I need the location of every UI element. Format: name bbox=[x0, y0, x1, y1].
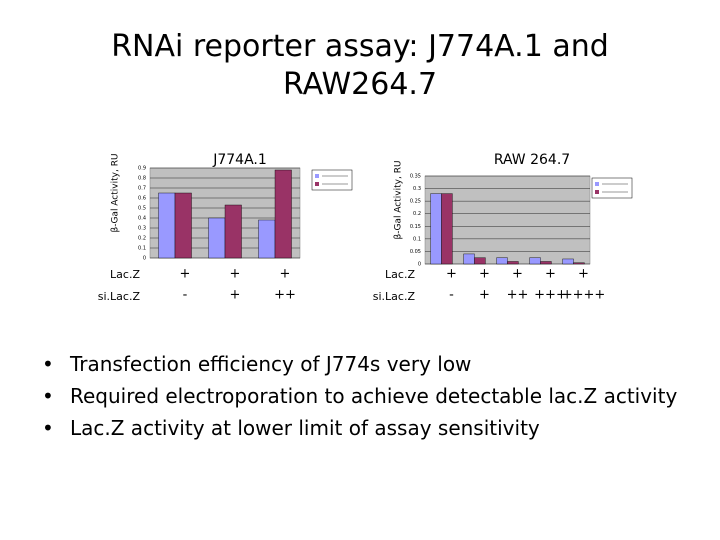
y-tick-label: 0.8 bbox=[138, 176, 146, 182]
row-label: si.Lac.Z bbox=[98, 290, 141, 303]
legend-swatch bbox=[595, 182, 599, 186]
y-tick-label: 0 bbox=[143, 256, 146, 262]
y-tick-label: 0.5 bbox=[138, 206, 146, 212]
lacz-sign: + bbox=[230, 267, 241, 282]
bar bbox=[258, 219, 276, 259]
bar bbox=[573, 262, 585, 265]
y-tick-label: 0.9 bbox=[138, 166, 146, 172]
lacz-sign: + bbox=[446, 267, 457, 282]
y-tick-label: 0.7 bbox=[138, 186, 146, 192]
bullet: Transfection efficiency of J774s very lo… bbox=[28, 348, 688, 380]
y-tick-label: 0.4 bbox=[138, 216, 146, 222]
bar bbox=[463, 253, 475, 265]
silacz-sign: ++++ bbox=[562, 288, 606, 303]
lacz-sign: + bbox=[545, 267, 556, 282]
legend-swatch bbox=[315, 174, 319, 178]
y-tick-label: 0.2 bbox=[138, 236, 146, 242]
lacz-sign: + bbox=[578, 267, 589, 282]
silacz-sign: - bbox=[449, 288, 454, 303]
bar bbox=[224, 204, 242, 259]
row-label: si.Lac.Z bbox=[373, 290, 416, 303]
legend-box bbox=[591, 177, 633, 199]
y-tick-label: 0.1 bbox=[413, 236, 421, 242]
y-tick-label: 0.15 bbox=[410, 224, 421, 230]
bullet: Lac.Z activity at lower limit of assay s… bbox=[28, 412, 688, 444]
y-tick-label: 0.3 bbox=[138, 226, 146, 232]
y-tick-label: 0 bbox=[418, 262, 421, 268]
legend-swatch bbox=[315, 182, 319, 186]
lacz-sign: + bbox=[180, 267, 191, 282]
lacz-sign: + bbox=[280, 267, 291, 282]
silacz-sign: + bbox=[479, 288, 490, 303]
bar bbox=[562, 258, 574, 265]
silacz-sign: ++ bbox=[507, 288, 529, 303]
silacz-sign: + bbox=[230, 288, 241, 303]
bar bbox=[474, 257, 486, 265]
legend-box bbox=[311, 169, 353, 191]
y-tick-label: 0.05 bbox=[410, 249, 421, 255]
bar bbox=[529, 257, 541, 265]
silacz-sign: +++ bbox=[534, 288, 567, 303]
chart-title: J774A.1 bbox=[212, 152, 267, 168]
bullet-list: Transfection efficiency of J774s very lo… bbox=[28, 348, 688, 444]
bullet: Required electroporation to achieve dete… bbox=[28, 380, 688, 412]
y-tick-label: 0.35 bbox=[410, 174, 421, 180]
y-tick-label: 0.25 bbox=[410, 199, 421, 205]
bar bbox=[540, 261, 552, 265]
lacz-sign: + bbox=[512, 267, 523, 282]
y-tick-label: 0.3 bbox=[413, 186, 421, 192]
bar bbox=[430, 193, 442, 265]
bar bbox=[496, 257, 508, 265]
row-label: Lac.Z bbox=[385, 268, 415, 281]
bar bbox=[158, 192, 176, 259]
lacz-sign: + bbox=[479, 267, 490, 282]
slide-title: RNAi reporter assay: J774A.1 and RAW264.… bbox=[111, 29, 609, 102]
y-axis-label: β-Gal Activity, RU bbox=[111, 153, 121, 232]
bar bbox=[208, 217, 226, 259]
chart-title: RAW 264.7 bbox=[494, 152, 570, 168]
y-tick-label: 0.6 bbox=[138, 196, 146, 202]
bar bbox=[441, 193, 453, 265]
legend-swatch bbox=[595, 190, 599, 194]
y-tick-label: 0.1 bbox=[138, 246, 146, 252]
silacz-sign: - bbox=[183, 288, 188, 303]
bar bbox=[174, 192, 192, 259]
bar bbox=[274, 169, 292, 259]
silacz-sign: ++ bbox=[274, 288, 296, 303]
y-tick-label: 0.2 bbox=[413, 211, 421, 217]
row-label: Lac.Z bbox=[110, 268, 140, 281]
y-axis-label: β-Gal Activity, RU bbox=[394, 160, 404, 239]
bar bbox=[507, 261, 519, 265]
